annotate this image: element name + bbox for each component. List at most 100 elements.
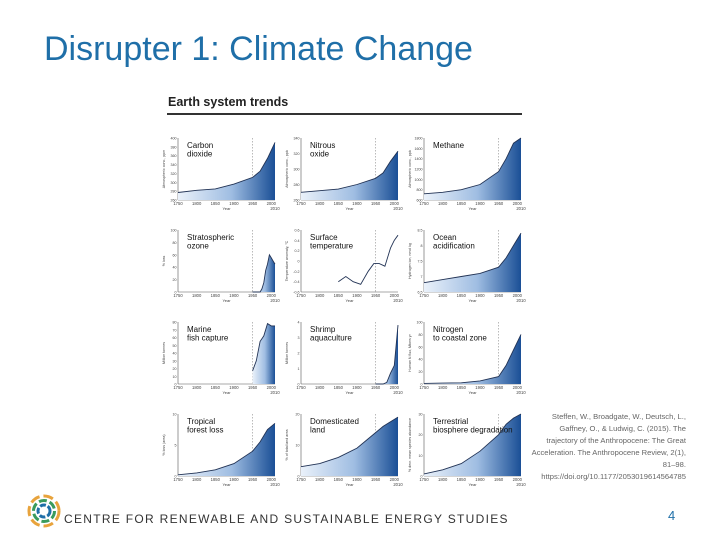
x-axis-label: Year — [222, 298, 231, 303]
x-tick-label: 2000 — [267, 201, 277, 206]
x-tick-label: 1950 — [371, 201, 381, 206]
y-tick-label: 50 — [173, 344, 177, 348]
y-tick-label: 1800 — [415, 137, 423, 141]
x-tick-label: 1750 — [419, 293, 429, 298]
x-tick-label: 1800 — [315, 201, 325, 206]
x-tick-label: 1850 — [211, 477, 221, 482]
series-area — [252, 323, 275, 384]
y-tick-label: 70 — [173, 328, 177, 332]
y-axis-label: % loss — [162, 256, 166, 267]
x-tick-label: 1900 — [229, 385, 239, 390]
x-end-label: 2010 — [393, 206, 403, 211]
x-axis-label: Year — [222, 206, 231, 211]
x-tick-label: 1900 — [229, 293, 239, 298]
y-axis-label: Atmospheric conc., ppb — [408, 150, 412, 188]
organization-name: CENTRE FOR RENEWABLE AND SUSTAINABLE ENE… — [64, 512, 509, 526]
y-axis-label: Atmospheric conc., ppb — [285, 150, 289, 188]
y-tick-label: 0 — [175, 475, 177, 479]
y-tick-label: 2 — [298, 352, 300, 356]
x-end-label: 2010 — [516, 482, 526, 487]
x-tick-label: 1850 — [211, 201, 221, 206]
series-area — [178, 423, 275, 476]
y-tick-label: 10 — [296, 444, 300, 448]
x-tick-label: 1800 — [315, 477, 325, 482]
y-tick-label: 0 — [298, 475, 300, 479]
y-tick-label: -0.6 — [293, 291, 299, 295]
x-tick-label: 1850 — [334, 293, 344, 298]
x-tick-label: 1750 — [173, 385, 183, 390]
y-tick-label: 40 — [419, 358, 423, 362]
y-tick-label: 20 — [173, 278, 177, 282]
y-axis-label: Atmospheric conc., ppm — [162, 150, 166, 189]
y-tick-label: 40 — [173, 266, 177, 270]
organization-logo-icon — [27, 494, 61, 528]
y-tick-label: 10 — [173, 375, 177, 379]
x-end-label: 2010 — [516, 206, 526, 211]
series-line — [423, 232, 522, 284]
x-tick-label: 1900 — [475, 385, 485, 390]
y-tick-label: 320 — [294, 152, 300, 156]
x-axis-label: Year — [222, 482, 231, 487]
x-tick-label: 1950 — [248, 293, 258, 298]
y-axis-label: % of total land area — [285, 430, 289, 461]
x-tick-label: 1850 — [211, 293, 221, 298]
x-tick-label: 2000 — [390, 201, 400, 206]
y-tick-label: 8 — [421, 244, 423, 248]
x-tick-label: 1800 — [315, 293, 325, 298]
x-axis-label: Year — [468, 206, 477, 211]
y-tick-label: 80 — [419, 333, 423, 337]
x-tick-label: 1750 — [419, 477, 429, 482]
y-tick-label: 100 — [171, 229, 177, 233]
series-area — [252, 254, 275, 292]
y-tick-label: 1200 — [415, 168, 423, 172]
x-tick-label: 1900 — [229, 201, 239, 206]
y-tick-label: 6.5 — [418, 291, 423, 295]
series-line — [423, 137, 522, 195]
x-tick-label: 1750 — [173, 201, 183, 206]
x-tick-label: 1800 — [315, 385, 325, 390]
y-tick-label: -0.2 — [293, 270, 299, 274]
x-tick-label: 1900 — [352, 477, 362, 482]
x-tick-label: 2000 — [513, 477, 523, 482]
x-tick-label: 1900 — [352, 201, 362, 206]
x-end-label: 2010 — [270, 206, 280, 211]
y-tick-label: 280 — [294, 183, 300, 187]
series-area — [424, 414, 521, 476]
chart-panel-6: Ocean acidification 6.5 7 7.5 8 8.5 Hydrogen io… — [408, 229, 526, 304]
x-tick-label: 1850 — [334, 477, 344, 482]
x-tick-label: 1800 — [438, 477, 448, 482]
x-end-label: 2010 — [393, 390, 403, 395]
chart-title: Domesticated land — [310, 417, 359, 435]
chart-title: Nitrous oxide — [310, 141, 335, 159]
y-tick-label: 8.5 — [418, 229, 423, 233]
x-tick-label: 2000 — [513, 293, 523, 298]
series-area — [178, 142, 275, 200]
y-tick-label: 1000 — [415, 178, 423, 182]
x-tick-label: 2000 — [267, 385, 277, 390]
x-tick-label: 1750 — [296, 385, 306, 390]
x-tick-label: 1950 — [248, 385, 258, 390]
y-tick-label: 0 — [175, 291, 177, 295]
x-tick-label: 1800 — [192, 293, 202, 298]
x-tick-label: 1950 — [494, 293, 504, 298]
y-tick-label: 0.2 — [295, 249, 300, 253]
x-tick-label: 2000 — [267, 293, 277, 298]
series-line — [252, 322, 275, 371]
x-axis-label: Year — [345, 298, 354, 303]
x-tick-label: 1900 — [352, 293, 362, 298]
series-area — [424, 334, 521, 384]
chart-title: Nitrogen to coastal zone — [433, 325, 487, 343]
y-tick-label: 20 — [419, 370, 423, 374]
x-tick-label: 1850 — [457, 293, 467, 298]
chart-panel-1: Carbon dioxide 260 280 300 320 340 360 380 400 Atm… — [162, 137, 280, 212]
x-end-label: 2010 — [516, 298, 526, 303]
y-tick-label: 800 — [417, 188, 423, 192]
x-tick-label: 1950 — [371, 477, 381, 482]
y-tick-label: 20 — [296, 413, 300, 417]
y-axis-label: % loss (area) — [162, 434, 166, 455]
y-tick-label: 0 — [298, 260, 300, 264]
y-tick-label: 0 — [175, 383, 177, 387]
y-tick-label: 0 — [421, 383, 423, 387]
chart-title: Marine fish capture — [187, 325, 229, 343]
y-tick-label: 300 — [294, 168, 300, 172]
